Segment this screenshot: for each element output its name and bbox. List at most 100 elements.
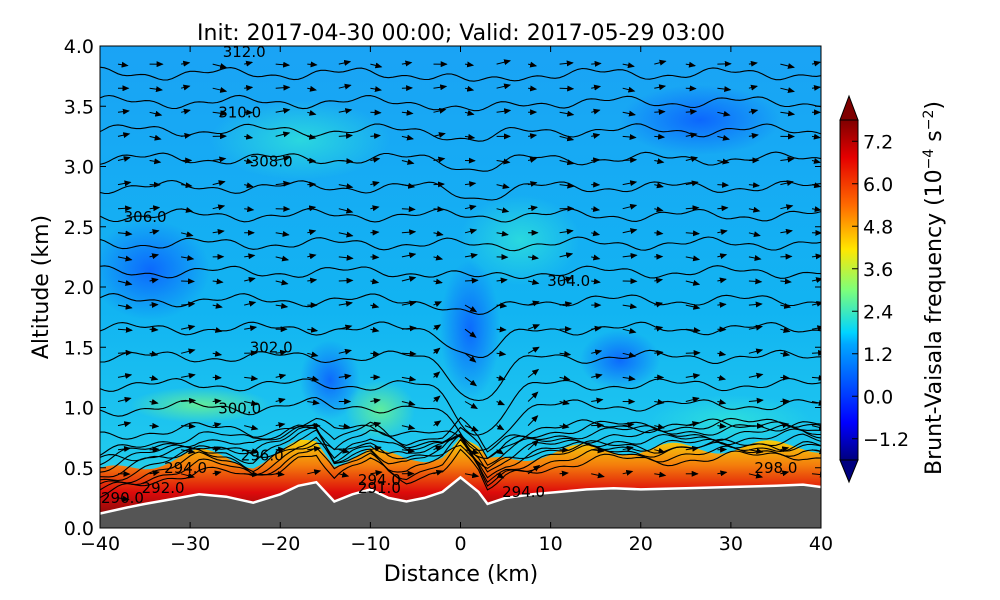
wind-vector: [149, 253, 160, 260]
wind-vector: [654, 59, 667, 66]
wind-vector: [496, 158, 511, 165]
wind-vector: [527, 181, 538, 187]
wind-vector: [401, 109, 414, 116]
wind-vector: [117, 255, 133, 262]
wind-vector: [622, 203, 638, 210]
wind-vector: [212, 180, 226, 186]
wind-vector: [401, 276, 417, 282]
field-blob: [620, 85, 780, 155]
terrain: [100, 475, 821, 528]
isentrope-304: [100, 293, 821, 315]
wind-vector: [338, 59, 352, 66]
wind-vector: [307, 399, 320, 406]
wind-vector: [559, 228, 574, 235]
colorbar-tick-label: 3.6: [863, 259, 893, 281]
wind-vector: [685, 180, 699, 187]
wind-vector: [149, 229, 160, 235]
x-tick-label: 20: [629, 533, 653, 555]
x-tick-label: −20: [260, 533, 300, 555]
wind-vector: [717, 110, 731, 117]
isentrope-302: [100, 349, 821, 402]
wind-vector: [717, 134, 730, 141]
wind-vector: [244, 375, 259, 382]
wind-vector: [527, 300, 540, 307]
wind-vector: [180, 472, 195, 479]
wind-vector: [496, 277, 508, 284]
wind-vector: [117, 373, 133, 379]
y-tick-label: 4.0: [64, 36, 94, 58]
wind-vector: [117, 349, 133, 356]
wind-vector: [559, 423, 570, 430]
wind-vector: [685, 108, 698, 115]
wind-vector: [780, 470, 790, 477]
wind-vector: [811, 277, 821, 283]
wind-vector: [748, 397, 764, 404]
wind-vector: [811, 182, 821, 189]
wind-vector: [464, 401, 478, 410]
wind-vector: [591, 157, 601, 164]
wind-vector: [780, 156, 795, 163]
colorbar-label: Brunt-Vaisala frequency (10−4 s−2): [921, 101, 947, 475]
wind-vector: [748, 255, 762, 261]
wind-vector: [591, 397, 604, 404]
wind-vector: [307, 85, 317, 92]
wind-vector: [559, 350, 572, 357]
wind-vector: [149, 350, 159, 357]
wind-vector: [401, 300, 417, 307]
wind-vector: [496, 108, 512, 115]
wind-vector: [654, 84, 667, 91]
wind-vector: [275, 471, 285, 478]
wind-vector: [433, 347, 441, 355]
wind-vector: [654, 182, 664, 189]
wind-vector: [685, 255, 701, 262]
isentrope-label: 310.0: [218, 103, 261, 121]
wind-vector: [244, 253, 256, 260]
wind-vector: [496, 83, 512, 90]
isentrope-308: [100, 179, 821, 201]
wind-vector: [117, 446, 131, 452]
wind-vector: [591, 254, 601, 261]
wind-vector: [244, 158, 254, 164]
wind-vector: [244, 448, 259, 455]
wind-vector: [559, 85, 575, 92]
wind-vector: [464, 472, 480, 479]
wind-vector: [559, 60, 574, 67]
wind-vector: [433, 469, 444, 476]
wind-vector: [464, 110, 475, 116]
wind-vector: [370, 397, 381, 404]
wind-vector: [496, 59, 512, 66]
wind-vector: [527, 368, 540, 378]
wind-vector: [117, 495, 130, 502]
wind-vector: [401, 206, 416, 213]
wind-vector: [180, 206, 193, 213]
wind-vector: [559, 301, 573, 308]
wind-vector: [244, 206, 255, 213]
wind-vector: [149, 158, 162, 165]
wind-vector: [622, 421, 635, 428]
wind-vector: [180, 348, 196, 355]
wind-vector: [780, 303, 792, 309]
wind-vector: [811, 253, 821, 260]
wind-vector: [527, 157, 538, 163]
wind-vector: [748, 324, 763, 331]
wind-vector: [212, 63, 228, 69]
isentrope-label: 302.0: [250, 338, 293, 356]
wind-vector: [748, 278, 763, 285]
wind-vector: [212, 446, 222, 453]
wind-vector: [748, 372, 764, 379]
wind-vector: [338, 348, 352, 355]
wind-vector: [338, 324, 353, 331]
wind-vector: [307, 157, 317, 164]
wind-vector: [117, 396, 132, 403]
wind-vector: [181, 255, 195, 261]
wind-vector: [149, 399, 159, 405]
wind-vector: [496, 375, 506, 381]
wind-vector: [685, 303, 701, 310]
isentrope-305: [100, 265, 821, 279]
wind-vector: [275, 255, 290, 262]
wind-vector: [559, 159, 575, 166]
wind-vector: [464, 181, 477, 188]
isentrope-label: 312.0: [223, 43, 266, 61]
wind-vector: [307, 253, 317, 260]
isentrope-label: 308.0: [250, 153, 293, 171]
